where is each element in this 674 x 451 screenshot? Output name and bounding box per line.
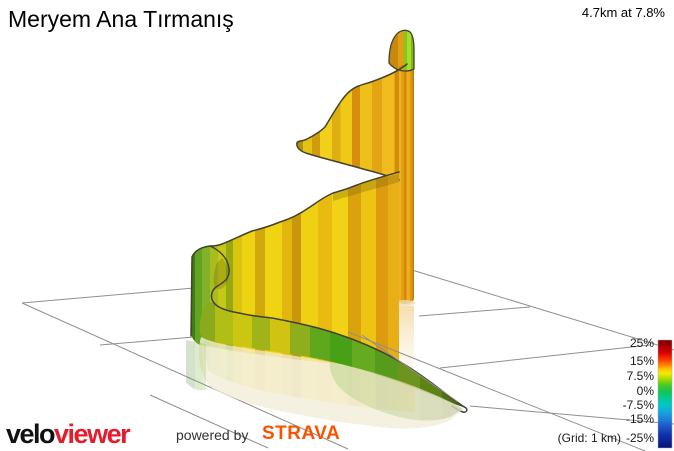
legend-tick-15: 15%	[629, 354, 654, 368]
ground-grid-front	[347, 331, 646, 451]
logo-viewer: viewer	[54, 419, 131, 449]
upper-wall-fold-edge	[296, 142, 400, 181]
ribbon-upper-wall	[296, 64, 407, 180]
logo-velo: velo	[6, 419, 56, 449]
tail-reflection	[329, 362, 463, 421]
ribbon-summit-column	[396, 64, 414, 304]
legend-tick-neg15: -15%	[625, 412, 654, 426]
left-switchback-fold	[209, 245, 230, 304]
legend-bottom-row: (Grid: 1 km) -25%	[558, 431, 654, 445]
veloviewer-logo[interactable]: veloviewer	[6, 419, 131, 449]
legend-tick-25: 25%	[629, 336, 654, 350]
powered-by-text: powered by	[176, 427, 249, 443]
strava-logo[interactable]: STRAVA	[262, 423, 341, 444]
ribbon-summit-peak	[388, 29, 415, 72]
left-edge-reflection	[186, 340, 206, 391]
tail-top-edge	[213, 302, 468, 413]
switchback-shadow	[213, 258, 229, 289]
segment-stats: 4.7km at 7.8%	[581, 5, 665, 20]
broad-wall-top-edge	[190, 171, 400, 337]
ground-grid	[21, 269, 674, 450]
legend-tick-neg25: -25%	[625, 431, 654, 445]
upper-wall-top-edge	[296, 63, 408, 144]
column-base	[395, 300, 415, 306]
fold-shadow	[333, 174, 399, 201]
gradient-colorbar	[657, 339, 673, 449]
legend-tick-7-5: 7.5%	[626, 369, 654, 383]
legend-tick-0: 0%	[636, 384, 654, 398]
segment-title: Meryem Ana Tırmanış	[8, 6, 234, 32]
grid-note: (Grid: 1 km)	[557, 431, 621, 445]
legend-tick-neg7-5: -7.5%	[622, 398, 654, 412]
